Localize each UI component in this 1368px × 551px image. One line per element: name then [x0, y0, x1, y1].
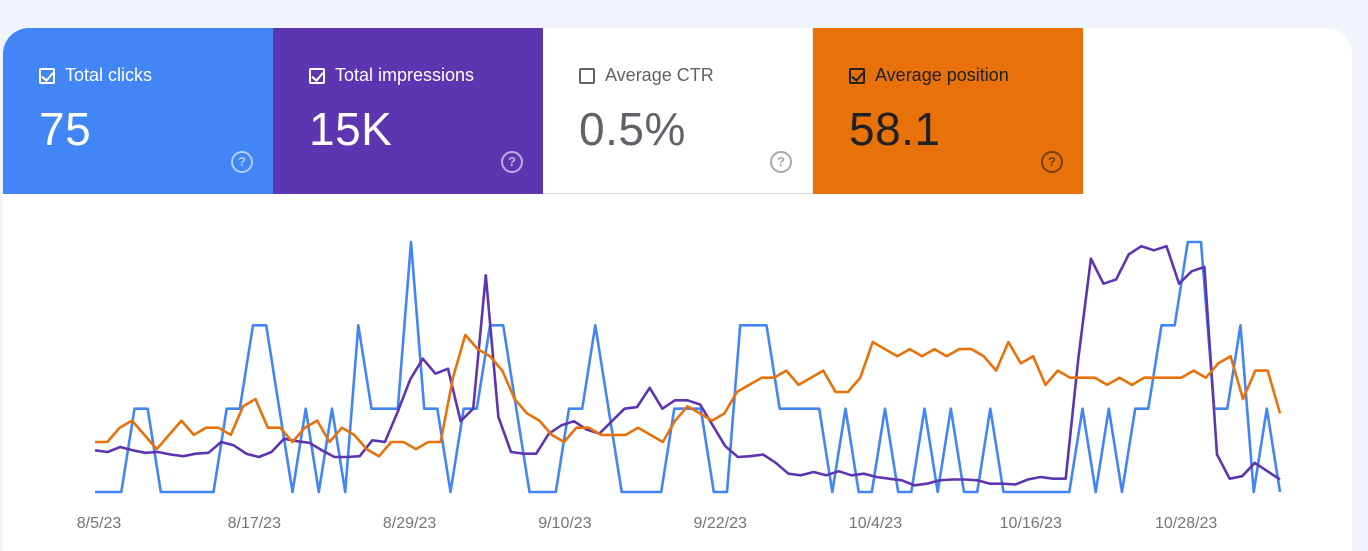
performance-panel: Total clicks 75 ? Total impressions 15K …	[3, 28, 1352, 551]
x-tick-label: 8/17/23	[228, 515, 281, 532]
series-layer	[94, 240, 1282, 494]
average-ctr-header: Average CTR	[579, 65, 714, 86]
total-clicks-header: Total clicks	[39, 65, 152, 86]
total-impressions-header: Total impressions	[309, 65, 474, 86]
average-position-value: 58.1	[849, 103, 941, 155]
help-icon[interactable]: ?	[770, 151, 792, 173]
average-ctr-card[interactable]: Average CTR 0.5% ?	[543, 28, 813, 194]
total-impressions-label: Total impressions	[335, 65, 475, 85]
x-tick-label: 8/29/23	[383, 515, 436, 532]
average-position-header: Average position	[849, 65, 1009, 86]
total-impressions-card[interactable]: Total impressions 15K ?	[273, 28, 543, 194]
checkbox-checked-icon[interactable]	[849, 67, 865, 84]
x-tick-label: 9/10/23	[538, 515, 591, 532]
x-tick-label: 10/4/23	[849, 515, 902, 532]
help-icon[interactable]: ?	[501, 151, 523, 173]
clicks-line	[95, 240, 1282, 494]
x-tick-label: 10/28/23	[1155, 515, 1217, 532]
checkbox-checked-icon[interactable]	[39, 67, 55, 84]
total-clicks-label: Total clicks	[65, 65, 153, 85]
average-position-label: Average position	[875, 65, 1009, 85]
average-position-card[interactable]: Average position 58.1 ?	[813, 28, 1083, 194]
x-tick-label: 10/16/23	[1000, 515, 1062, 532]
help-icon[interactable]: ?	[1041, 151, 1063, 173]
total-impressions-value: 15K	[309, 103, 393, 155]
checkbox-unchecked-icon[interactable]	[579, 67, 595, 84]
position-line	[95, 333, 1282, 458]
x-axis-ticks: 8/5/23 8/17/23 8/29/23 9/10/23 9/22/23 10/4/2…	[77, 515, 1218, 532]
metric-cards: Total clicks 75 ? Total impressions 15K …	[3, 28, 1083, 194]
x-tick-label: 8/5/23	[77, 515, 122, 532]
x-tick-label: 9/22/23	[694, 515, 747, 532]
help-icon[interactable]: ?	[231, 151, 253, 173]
average-ctr-value: 0.5%	[579, 103, 686, 155]
average-ctr-label: Average CTR	[605, 65, 714, 85]
performance-chart: 8/5/23 8/17/23 8/29/23 9/10/23 9/22/23 10/4/2…	[77, 240, 1282, 532]
checkbox-checked-icon[interactable]	[309, 67, 325, 84]
total-clicks-value: 75	[39, 103, 92, 155]
total-clicks-card[interactable]: Total clicks 75 ?	[3, 28, 273, 194]
